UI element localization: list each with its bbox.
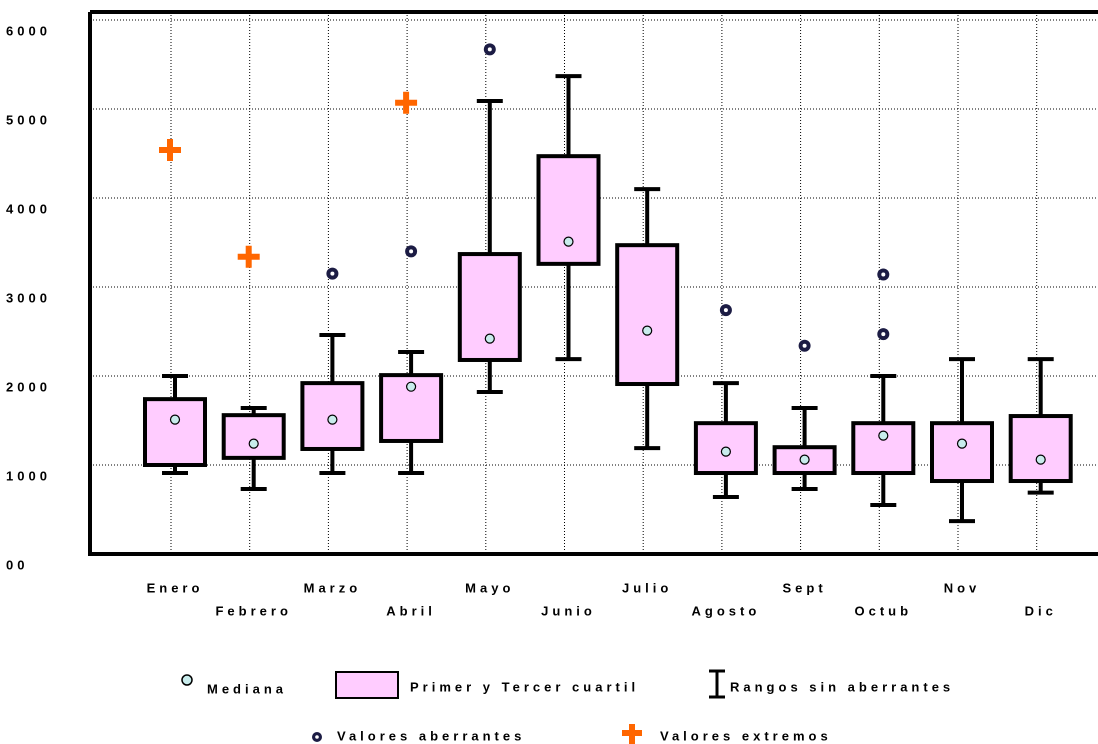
x-tick-label: Abril: [386, 603, 436, 618]
median: [484, 333, 495, 344]
median: [720, 446, 732, 457]
extreme: [237, 245, 260, 268]
outlier-dot: [330, 271, 335, 276]
median: [169, 414, 181, 425]
legend-whisker: Rangos sin aberrantes: [730, 679, 954, 694]
y-tick-label: 5000: [6, 112, 51, 127]
outlier-dot: [409, 249, 414, 254]
outlier-dot: [881, 332, 886, 337]
y-tick-label: 00: [6, 557, 28, 572]
x-tick-label: Dic: [1025, 603, 1057, 618]
x-tick-label: Marzo: [304, 580, 362, 595]
box: [693, 421, 758, 476]
median: [956, 438, 968, 449]
median: [248, 438, 259, 449]
median: [1035, 454, 1046, 465]
box: [1008, 414, 1073, 484]
x-tick-label: Febrero: [215, 603, 291, 618]
extreme: [159, 138, 181, 161]
box: [457, 252, 522, 362]
y-tick-label: 3000: [6, 290, 51, 305]
legend-box-icon: [335, 671, 399, 699]
outlier-dot: [723, 308, 728, 313]
box: [143, 397, 207, 468]
median: [878, 430, 889, 441]
box: [772, 445, 837, 476]
box: [930, 421, 994, 484]
outlier-dot: [802, 343, 807, 348]
legend-whisker-icon: [709, 669, 725, 699]
box: [536, 154, 601, 266]
legend-median-icon: [181, 674, 193, 686]
legend-median: Mediana: [207, 681, 287, 696]
box: [221, 413, 286, 460]
median: [799, 454, 810, 465]
x-tick-label: Junio: [541, 603, 596, 618]
median: [406, 381, 417, 392]
x-tick-label: Sept: [783, 580, 827, 595]
x-tick-label: Octub: [855, 603, 913, 618]
median: [327, 414, 338, 425]
extreme: [395, 91, 418, 114]
outlier-dot: [487, 47, 492, 52]
x-tick-label: Enero: [147, 580, 204, 595]
box: [615, 243, 680, 387]
legend-extreme-icon: [622, 724, 642, 744]
y-tick-label: 1000: [6, 468, 51, 483]
y-tick-label: 6000: [6, 23, 51, 38]
y-tick-label: 2000: [6, 379, 51, 394]
x-tick-label: Julio: [622, 580, 672, 595]
legend-extreme: Valores extremos: [660, 728, 832, 743]
y-tick-label: 4000: [6, 201, 51, 216]
x-tick-label: Agosto: [692, 603, 761, 618]
box: [851, 421, 916, 476]
x-tick-label: Mayo: [465, 580, 514, 595]
x-tick-label: Nov: [944, 580, 981, 595]
median: [563, 236, 574, 247]
legend-box: Primer y Tercer cuartil: [410, 679, 639, 694]
outlier-dot: [881, 272, 886, 277]
legend-outlier-dot: [315, 735, 319, 739]
median: [642, 325, 653, 336]
legend-outlier: Valores aberrantes: [337, 728, 525, 743]
